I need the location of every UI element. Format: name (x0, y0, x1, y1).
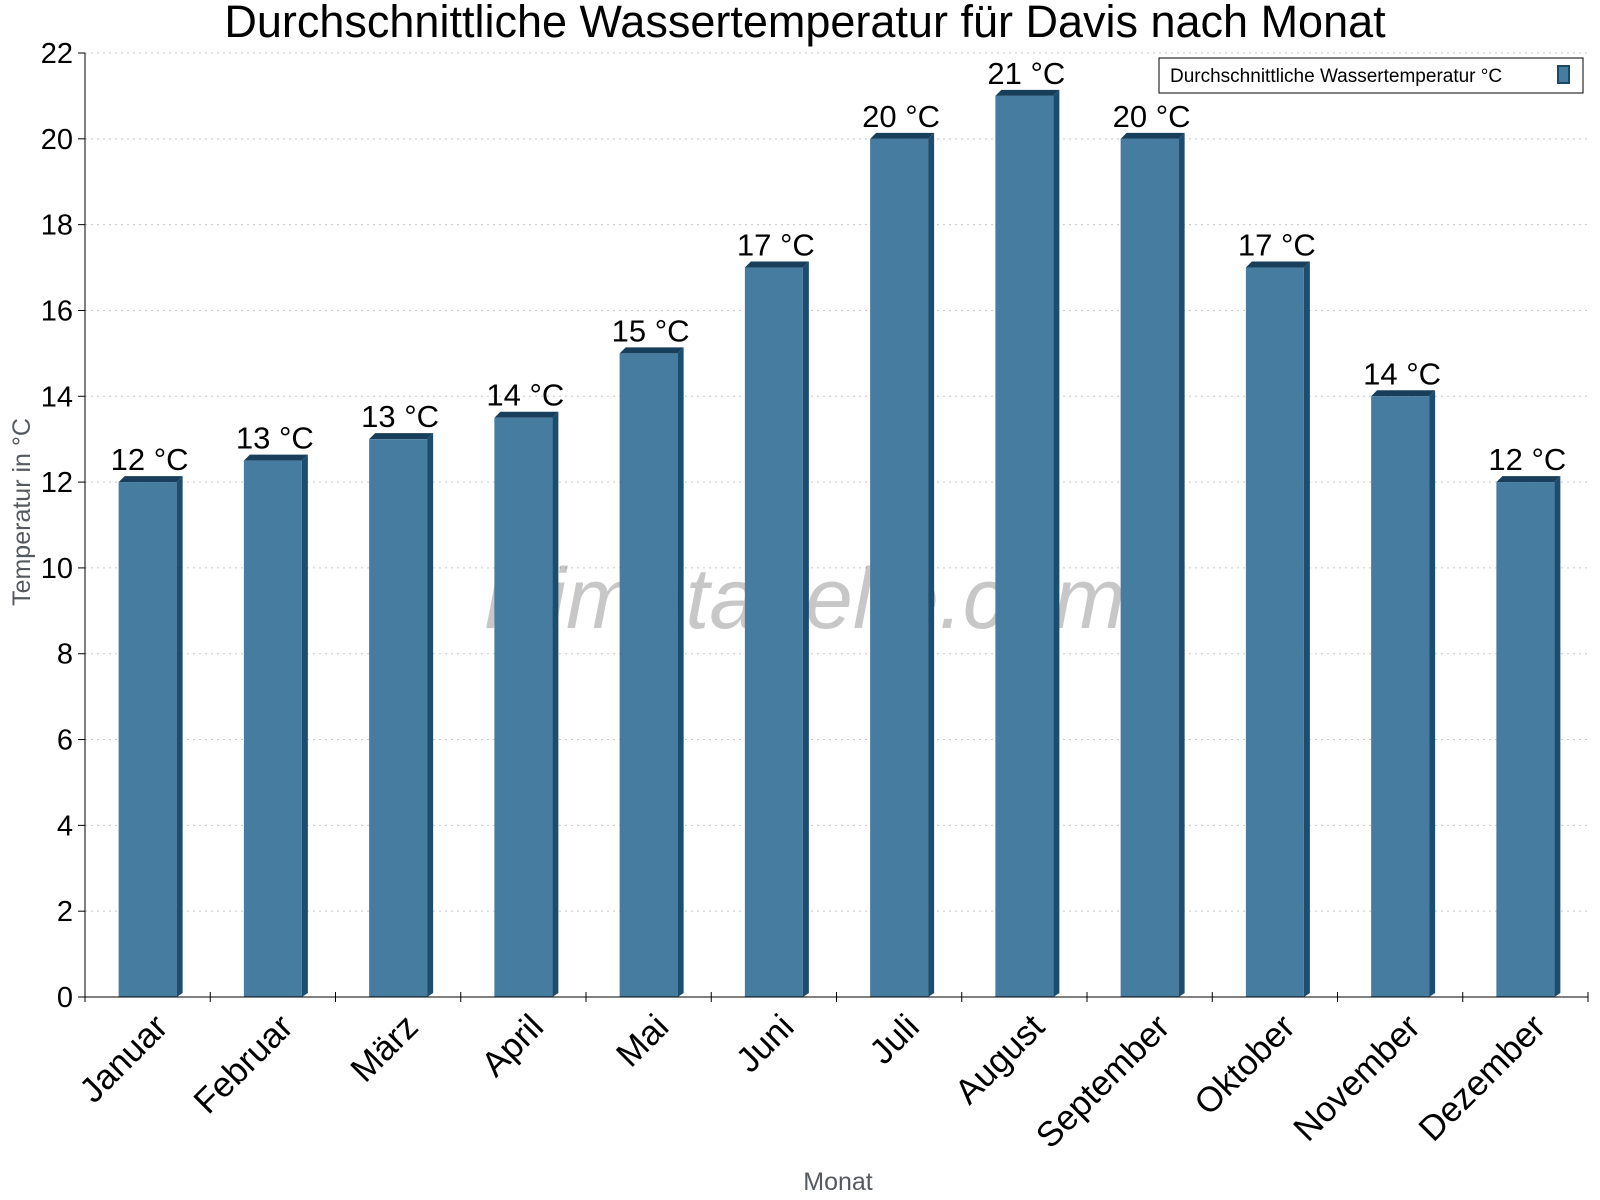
y-tick-label: 6 (57, 725, 73, 757)
x-tick-label: November (1286, 1007, 1428, 1149)
x-tick-label: Oktober (1187, 1007, 1303, 1123)
y-axis-title: Temperatur in °C (8, 418, 36, 606)
bar-side (552, 411, 559, 997)
bars: 12 °C 13 °C 13 °C 14 °C 15 °C 17 °C 20 °C 21 °C… (111, 56, 1566, 998)
bar-front (744, 267, 803, 998)
data-label: 14 °C (1363, 356, 1441, 391)
data-label: 20 °C (862, 99, 940, 134)
grid-lines (85, 52, 1588, 912)
x-tick-label: Februar (186, 1007, 300, 1121)
data-label: 13 °C (361, 399, 439, 434)
x-tick-label: Januar (72, 1007, 175, 1110)
y-tick-label: 8 (57, 639, 73, 671)
x-tick-label: Juli (862, 1007, 927, 1072)
bar-top (1120, 132, 1185, 139)
bar-top (243, 454, 308, 461)
bar-front (995, 95, 1054, 998)
bar-top (118, 476, 183, 483)
x-axis-title: Monat (803, 1168, 873, 1196)
bar-front (1371, 396, 1430, 998)
x-tick-label: Juni (729, 1007, 802, 1080)
bar-top (1371, 390, 1436, 397)
bar-side (1429, 390, 1436, 998)
bar-dezember: 12 °C (1488, 442, 1566, 997)
bar-top (369, 433, 434, 440)
bar-front (1120, 138, 1179, 997)
y-tick-label: 10 (41, 553, 73, 585)
data-label: 13 °C (236, 421, 314, 456)
bar-top (494, 411, 559, 418)
y-tick-label: 16 (41, 295, 73, 327)
bar-front (494, 417, 553, 997)
bar-side (1178, 132, 1185, 997)
legend-swatch (1557, 65, 1570, 84)
bar-side (802, 261, 809, 998)
bar-front (243, 460, 302, 997)
bar-top (744, 261, 809, 268)
bar-side (1554, 476, 1561, 997)
bar-mai: 15 °C (612, 313, 690, 997)
data-label: 17 °C (1238, 228, 1316, 263)
axes (78, 52, 1589, 1002)
x-tick-label: September (1029, 1007, 1178, 1156)
x-tick-labels: Januar Februar März April Mai Juni Juli AugustS… (72, 1007, 1553, 1156)
y-tick-label: 0 (57, 982, 73, 1014)
bar-front (118, 482, 177, 997)
bar-side (1303, 261, 1310, 998)
y-tick-label: 14 (41, 381, 73, 413)
bar-juni: 17 °C (737, 228, 815, 998)
bar-juli: 20 °C (862, 99, 940, 997)
bar-front (870, 138, 929, 997)
x-tick-label: März (343, 1007, 426, 1090)
y-tick-label: 4 (57, 810, 73, 842)
bar-front (1245, 267, 1304, 998)
bar-top (619, 347, 684, 354)
bar-side (176, 476, 183, 997)
x-tick-label: Dezember (1411, 1007, 1553, 1149)
y-tick-label: 18 (41, 210, 73, 242)
legend: Durchschnittliche Wassertemperatur °C (1158, 57, 1584, 94)
bar-side (928, 132, 935, 997)
y-tick-label: 12 (41, 467, 73, 499)
bar-januar: 12 °C (111, 442, 189, 997)
bar-top (1245, 261, 1310, 268)
x-tick-label: Mai (609, 1007, 676, 1074)
legend-box (1158, 57, 1584, 94)
bar-front (1496, 482, 1555, 997)
bar-top (1496, 476, 1561, 483)
bar-august: 21 °C (987, 56, 1065, 998)
data-label: 15 °C (612, 313, 690, 348)
bar-top (995, 89, 1060, 96)
y-tick-labels: 0 2 4 6 8 10 12 14 16 18 20 22 (41, 38, 73, 1014)
y-tick-label: 22 (41, 38, 73, 70)
data-label: 17 °C (737, 228, 815, 263)
bar-side (301, 454, 308, 997)
data-label: 21 °C (987, 56, 1065, 91)
bar-front (619, 353, 678, 997)
data-label: 20 °C (1113, 99, 1191, 134)
x-tick-label: August (947, 1007, 1052, 1112)
data-label: 12 °C (111, 442, 189, 477)
x-tick-label: April (474, 1007, 551, 1084)
chart-title: Durchschnittliche Wassertemperatur für D… (224, 0, 1386, 47)
y-tick-label: 2 (57, 896, 73, 928)
bar-september: 20 °C (1113, 99, 1191, 997)
data-label: 14 °C (486, 378, 564, 413)
bar-top (870, 132, 935, 139)
bar-april: 14 °C (486, 378, 564, 997)
y-tick-label: 20 (41, 124, 73, 156)
bar-november: 14 °C (1363, 356, 1441, 998)
bar-side (1053, 89, 1060, 998)
bar-februar: 13 °C (236, 421, 314, 997)
bar-märz: 13 °C (361, 399, 439, 997)
bar-front (369, 439, 428, 997)
bar-oktober: 17 °C (1238, 228, 1316, 998)
bar-side (427, 433, 434, 997)
bar-side (677, 347, 684, 997)
data-label: 12 °C (1488, 442, 1566, 477)
legend-label: Durchschnittliche Wassertemperatur °C (1170, 66, 1502, 87)
